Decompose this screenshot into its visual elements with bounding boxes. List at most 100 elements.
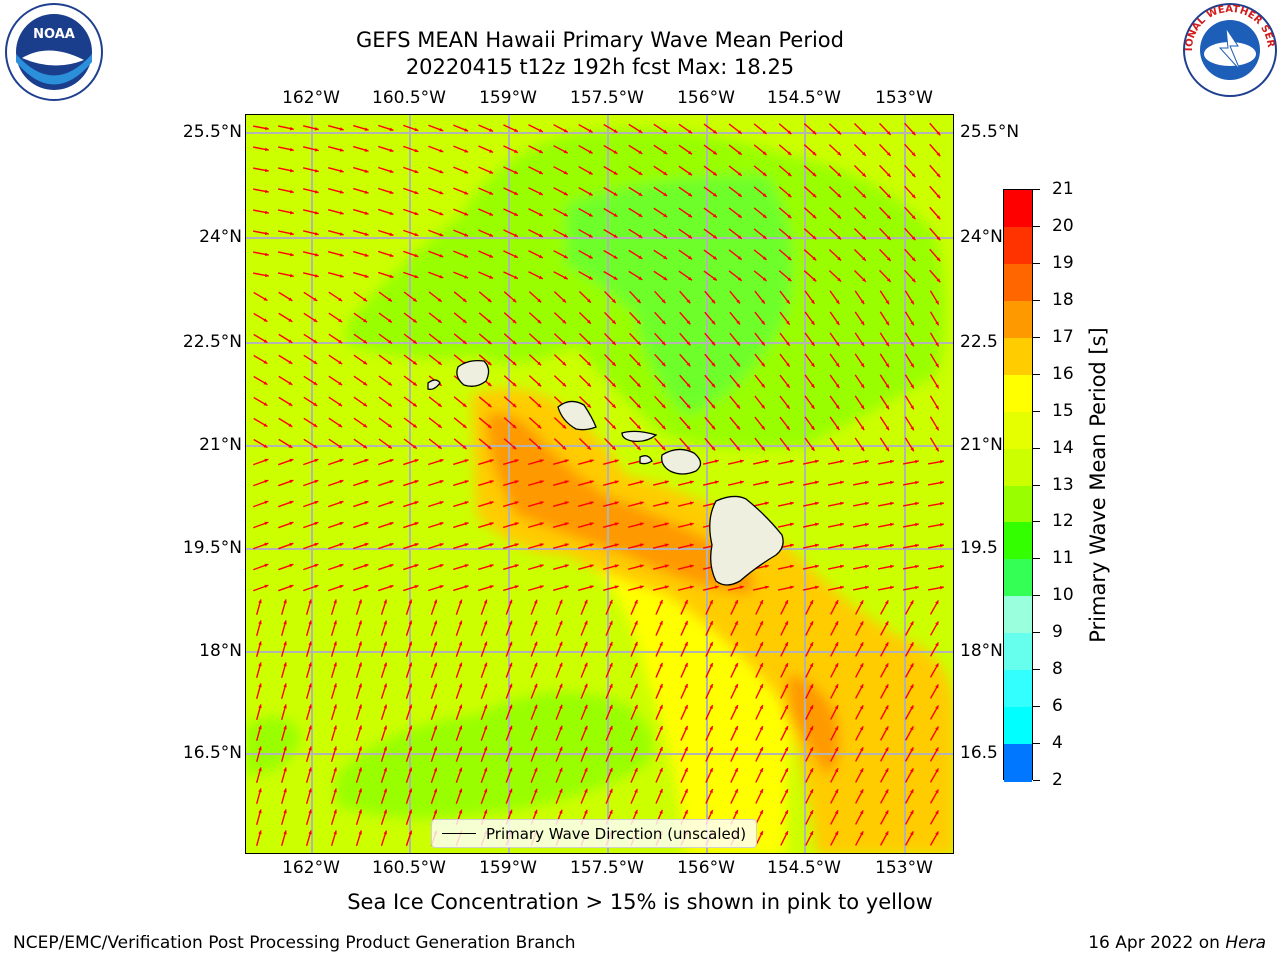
wave-arrow-head: [935, 621, 939, 626]
wave-arrow-head: [709, 621, 713, 626]
colorbar-tick-mark: [1033, 706, 1040, 708]
wave-arrow-head: [263, 360, 268, 364]
x-tick-bottom: 159°W: [479, 858, 537, 878]
wave-arrow-head: [533, 662, 538, 667]
colorbar-tick-mark: [1033, 225, 1040, 227]
wave-arrow-head: [464, 233, 469, 237]
wave-arrow-head: [634, 746, 638, 751]
wave-arrow-head: [364, 458, 369, 463]
colorbar-tick-mark: [1033, 595, 1040, 597]
wave-arrow-head: [689, 480, 694, 484]
wave-arrow-head: [588, 171, 593, 175]
wave-arrow-head: [636, 341, 641, 345]
wave-arrow-head: [638, 150, 643, 154]
wave-arrow-head: [433, 662, 438, 667]
wave-arrow-head: [709, 810, 713, 815]
wave-arrow-head: [364, 500, 369, 505]
wave-arrow-head: [489, 501, 494, 505]
wave-arrow-head: [734, 768, 738, 773]
wave-arrow-head: [837, 214, 842, 219]
wave-arrow-head: [761, 404, 765, 409]
wave-arrow-head: [761, 425, 765, 430]
island-kauai: [456, 359, 490, 387]
wave-arrow-head: [911, 257, 916, 262]
wave-arrow-head: [564, 480, 569, 484]
wave-arrow-head: [862, 277, 866, 282]
wave-arrow-head: [809, 663, 813, 668]
wave-arrow-head: [736, 299, 740, 304]
colorbar-label: Primary Wave Mean Period [s]: [1086, 327, 1110, 643]
wave-arrow-head: [563, 254, 568, 259]
wave-arrow-head: [314, 189, 319, 194]
wave-arrow-head: [886, 173, 891, 177]
wave-arrow-head: [439, 127, 444, 132]
wave-arrow-head: [910, 789, 914, 794]
colorbar-tick-label: 14: [1052, 437, 1074, 458]
wave-arrow-head: [414, 585, 419, 589]
wave-arrow-head: [835, 426, 840, 430]
wave-arrow-head: [784, 789, 788, 794]
wave-arrow-head: [439, 480, 444, 484]
wave-arrow-head: [562, 319, 567, 324]
wave-arrow-head: [860, 300, 865, 305]
wave-arrow-head: [433, 641, 438, 646]
wave-arrow-head: [508, 725, 513, 730]
wave-arrow-head: [283, 830, 287, 835]
wave-arrow-head: [911, 278, 916, 283]
wave-arrow-head: [614, 585, 619, 589]
wave-arrow-head: [736, 446, 740, 451]
wave-arrow-head: [714, 480, 719, 485]
wave-arrow-head: [414, 127, 419, 132]
wave-arrow-head: [458, 746, 463, 751]
wave-arrow-head: [736, 362, 740, 367]
wave-arrow-head: [835, 363, 840, 367]
wave-arrow-head: [508, 641, 513, 646]
wave-arrow-head: [659, 704, 663, 709]
wave-arrow-head: [914, 564, 919, 569]
wave-arrow-head: [834, 621, 839, 626]
wave-arrow-head: [613, 255, 618, 259]
sea-ice-note: Sea Ice Concentration > 15% is shown in …: [347, 890, 933, 914]
x-tick-bottom: 156°W: [677, 858, 735, 878]
wave-arrow-head: [839, 501, 844, 506]
x-tick-top: 156°W: [677, 88, 735, 108]
wave-arrow-head: [389, 458, 394, 463]
wave-arrow-head: [264, 542, 269, 547]
wave-arrow-head: [264, 231, 269, 236]
x-tick-bottom: 160.5°W: [372, 858, 446, 878]
wave-arrow-head: [264, 584, 269, 589]
wave-arrow-head: [263, 297, 268, 301]
wave-arrow-head: [412, 361, 417, 365]
wave-arrow-head: [537, 403, 542, 408]
wave-arrow-head: [839, 480, 844, 485]
wave-arrow-head: [639, 585, 644, 589]
wave-arrow-head: [910, 831, 914, 836]
wave-arrow-head: [809, 831, 813, 836]
wave-arrow-head: [911, 173, 916, 178]
wave-arrow-head: [889, 459, 894, 464]
wave-arrow-head: [689, 585, 694, 589]
wave-arrow-head: [514, 564, 519, 568]
wave-arrow-head: [559, 788, 563, 793]
wave-arrow-head: [339, 563, 344, 568]
wave-arrow-head: [812, 130, 817, 135]
wave-arrow-head: [584, 809, 588, 814]
colorbar-tick-label: 18: [1052, 289, 1074, 310]
wave-arrow-head: [358, 683, 362, 688]
wave-arrow-head: [911, 131, 916, 136]
wave-arrow-head: [383, 767, 388, 772]
wave-arrow-head: [314, 273, 319, 278]
wave-arrow-head: [389, 169, 394, 173]
wave-arrow-head: [314, 210, 319, 215]
wave-arrow-head: [584, 725, 588, 730]
wave-arrow-head: [408, 830, 413, 835]
wave-arrow-head: [864, 564, 869, 569]
wave-arrow-head: [289, 500, 294, 505]
wave-arrow-head: [308, 662, 312, 667]
wave-arrow-head: [408, 746, 413, 751]
wave-arrow-head: [589, 480, 594, 484]
wave-arrow-head: [634, 641, 638, 646]
wave-arrow-head: [437, 361, 442, 365]
wave-arrow-head: [661, 404, 666, 409]
colorbar-tick-label: 2: [1052, 770, 1063, 790]
